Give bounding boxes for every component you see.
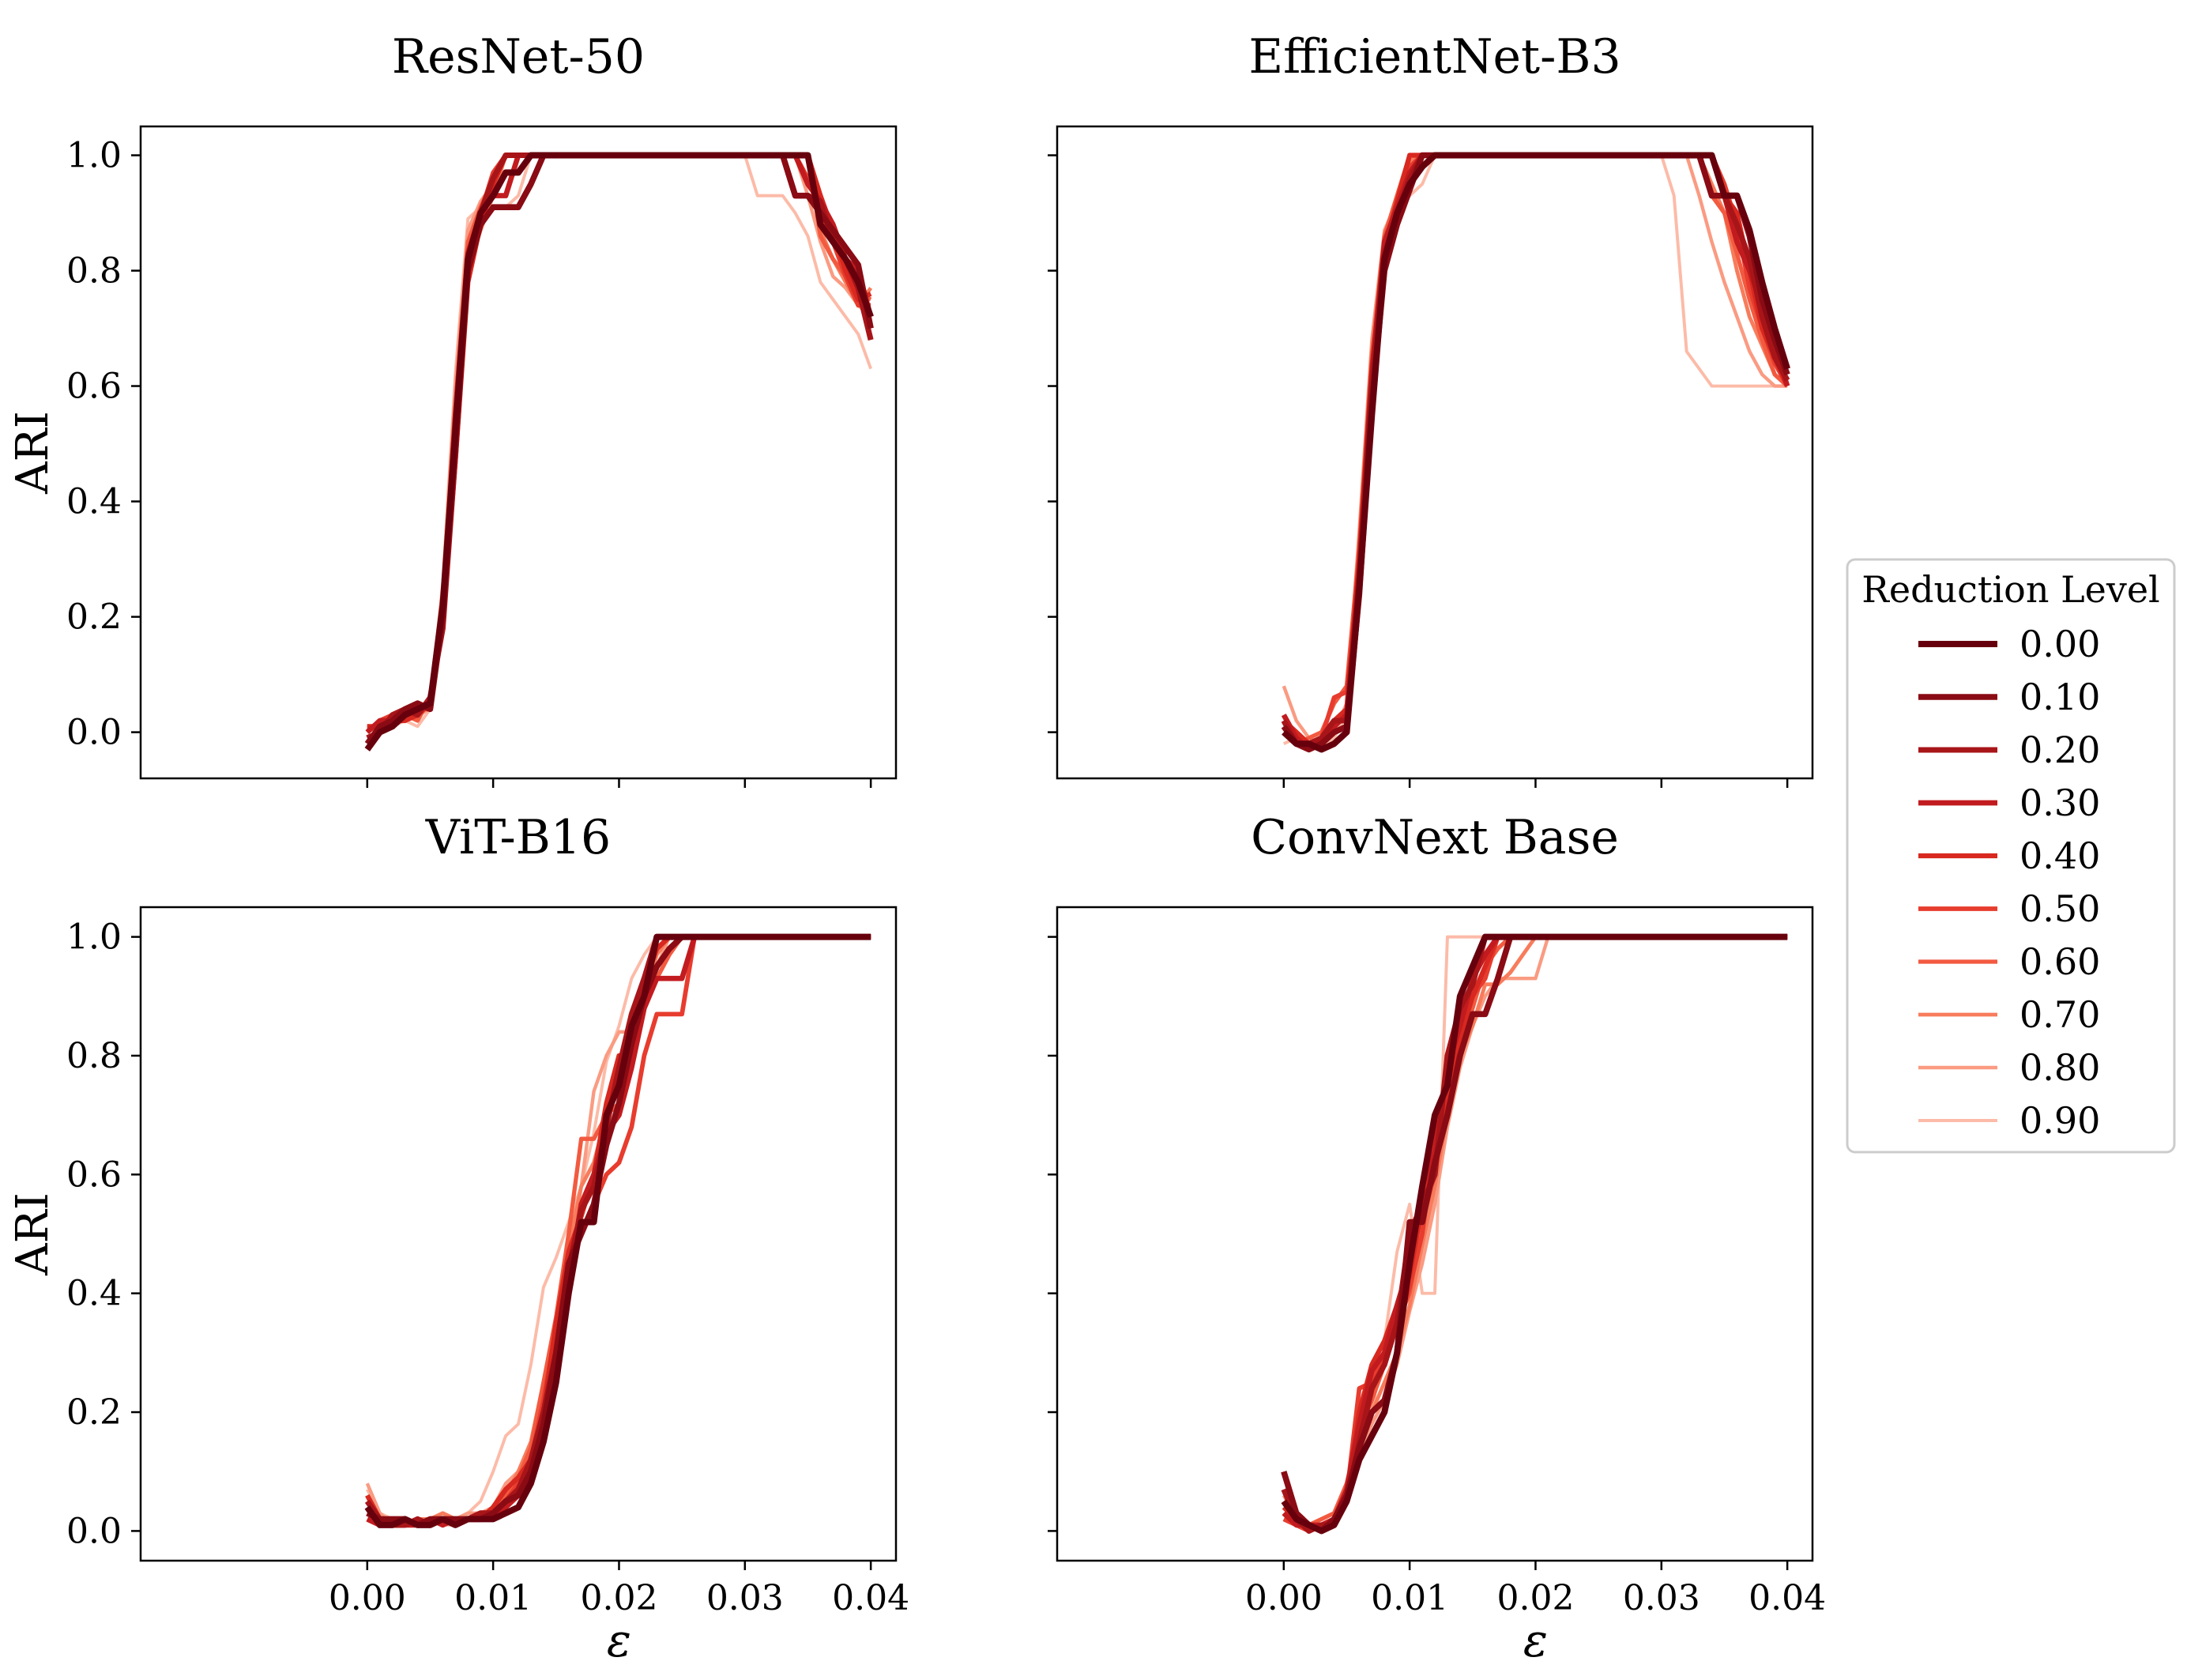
panel-title: EfficientNet-B3: [1248, 29, 1620, 85]
series-line-0.00: [364, 152, 874, 751]
x-tick-label: 0.00: [1245, 1578, 1323, 1618]
legend-frame: [1846, 558, 2176, 1154]
legend-label-0.40: 0.40: [2019, 834, 2100, 877]
legend-label-0.20: 0.20: [2019, 729, 2100, 771]
y-tick-label: 1.0: [66, 917, 122, 958]
y-tick-label: 0.6: [66, 367, 122, 407]
y-axis-label: ARI: [7, 411, 58, 495]
y-tick-label: 0.2: [66, 1392, 122, 1433]
plot-frame: [139, 906, 898, 1562]
panel-efficientnet-b3: EfficientNet-B3: [1048, 29, 1814, 788]
legend-label-0.70: 0.70: [2019, 993, 2100, 1036]
series-group: [364, 933, 871, 1528]
x-tick-label: 0.03: [1623, 1578, 1700, 1618]
legend-label-0.80: 0.80: [2019, 1046, 2100, 1089]
y-axis-label: ARI: [7, 1192, 58, 1276]
x-tick-label: 0.03: [706, 1578, 784, 1618]
series-group: [1281, 933, 1788, 1535]
x-axis-label: ε: [607, 1614, 631, 1667]
legend-label-0.90: 0.90: [2019, 1099, 2100, 1142]
y-tick-label: 0.6: [66, 1155, 122, 1195]
x-tick-label: 0.02: [1496, 1578, 1574, 1618]
legend-label-0.30: 0.30: [2019, 782, 2100, 824]
panel-convnext-base: 0.00 0.01 0.02 0.03 0.04 ConvNext Base ε: [1048, 810, 1826, 1667]
series-line-0.00: [1281, 933, 1788, 1535]
x-tick-label: 0.04: [832, 1578, 909, 1618]
panel-resnet-50: 0.0 0.2 0.4 0.6 0.8 1.0 ResNet-50 ARI: [7, 29, 898, 788]
plot-frame: [1056, 125, 1814, 780]
series-group: [364, 152, 874, 751]
panel-title: ViT-B16: [425, 810, 611, 865]
panel-title: ConvNext Base: [1251, 810, 1619, 865]
legend-label-0.50: 0.50: [2019, 887, 2100, 930]
x-axis-label: ε: [1523, 1614, 1548, 1667]
y-tick-label: 0.0: [66, 1511, 122, 1551]
y-tick-label: 0.8: [66, 1036, 122, 1076]
panel-vit-b16: 0.00 0.01 0.02 0.03 0.04 0.0 0.2 0.4 0.6 0.8 1.0 Vi…: [7, 810, 909, 1667]
y-tick-label: 0.4: [66, 1274, 122, 1314]
plot-frame: [139, 125, 898, 780]
x-tick-label: 0.01: [1371, 1578, 1448, 1618]
legend-label-0.00: 0.00: [2019, 623, 2100, 665]
legend: Reduction Level 0.00 0.10 0.20 0.30 0.40 0.50…: [1846, 558, 2176, 1154]
series-line-0.00: [364, 933, 871, 1528]
legend-title: Reduction Level: [1861, 568, 2160, 611]
x-tick-label: 0.00: [329, 1578, 406, 1618]
legend-items: 0.00 0.10 0.20 0.30 0.40 0.50 0.60 0.70 0.80 0.90: [1918, 623, 2100, 1142]
panel-title: ResNet-50: [392, 29, 645, 85]
x-tick-label: 0.01: [454, 1578, 532, 1618]
x-tick-label: 0.02: [580, 1578, 657, 1618]
y-tick-label: 0.0: [66, 713, 122, 753]
plot-frame: [1056, 906, 1814, 1562]
series-line-0.10: [366, 933, 871, 1528]
y-tick-label: 0.4: [66, 482, 122, 522]
y-tick-label: 0.2: [66, 597, 122, 638]
series-line-0.00: [1282, 152, 1790, 753]
legend-label-0.10: 0.10: [2019, 676, 2100, 718]
y-tick-label: 0.8: [66, 251, 122, 292]
legend-label-0.60: 0.60: [2019, 940, 2100, 983]
x-tick-label: 0.04: [1748, 1578, 1826, 1618]
y-tick-label: 1.0: [66, 136, 122, 176]
series-group: [1281, 152, 1790, 753]
